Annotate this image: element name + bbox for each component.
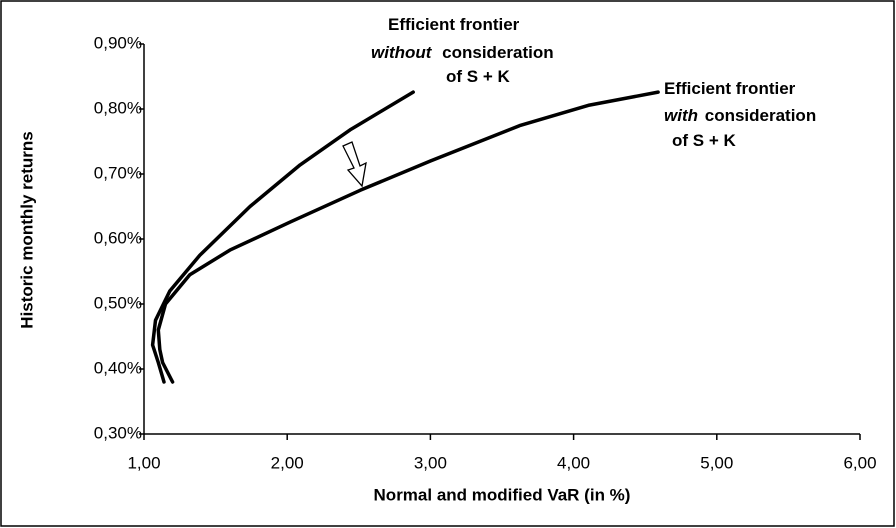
annotation-line: consideration	[442, 43, 553, 62]
x-tick-label: 2,00	[271, 453, 304, 472]
y-tick-label: 0,60%	[94, 228, 142, 247]
y-tick-label: 0,70%	[94, 163, 142, 182]
frontier-line	[150, 90, 415, 384]
annotation-line: of S + K	[672, 131, 736, 150]
x-tick-label: 5,00	[700, 453, 733, 472]
y-tick-label: 0,50%	[94, 293, 142, 312]
x-tick-label: 6,00	[843, 453, 876, 472]
annotation: Efficient frontier without consideration…	[371, 15, 558, 86]
annotation-line: without	[371, 43, 433, 62]
annotation-line: Efficient frontier	[388, 15, 520, 34]
x-axis-label: Normal and modified VaR (in %)	[374, 485, 631, 504]
annotation-line: of S + K	[446, 67, 510, 86]
y-tick-label: 0,40%	[94, 358, 142, 377]
annotation-line: with	[664, 106, 698, 125]
y-tick-label: 0,90%	[94, 33, 142, 52]
frontier-line	[156, 90, 660, 384]
annotation: Efficient frontier with consideration of…	[664, 79, 821, 150]
x-tick-label: 1,00	[127, 453, 160, 472]
y-axis-label: Historic monthly returns	[17, 131, 36, 328]
x-tick-label: 3,00	[414, 453, 447, 472]
x-tick-label: 4,00	[557, 453, 590, 472]
annotation-line: Efficient frontier	[664, 79, 796, 98]
y-tick-label: 0,30%	[94, 423, 142, 442]
arrow	[342, 141, 367, 188]
y-tick-label: 0,80%	[94, 98, 142, 117]
annotation-line: consideration	[705, 106, 816, 125]
